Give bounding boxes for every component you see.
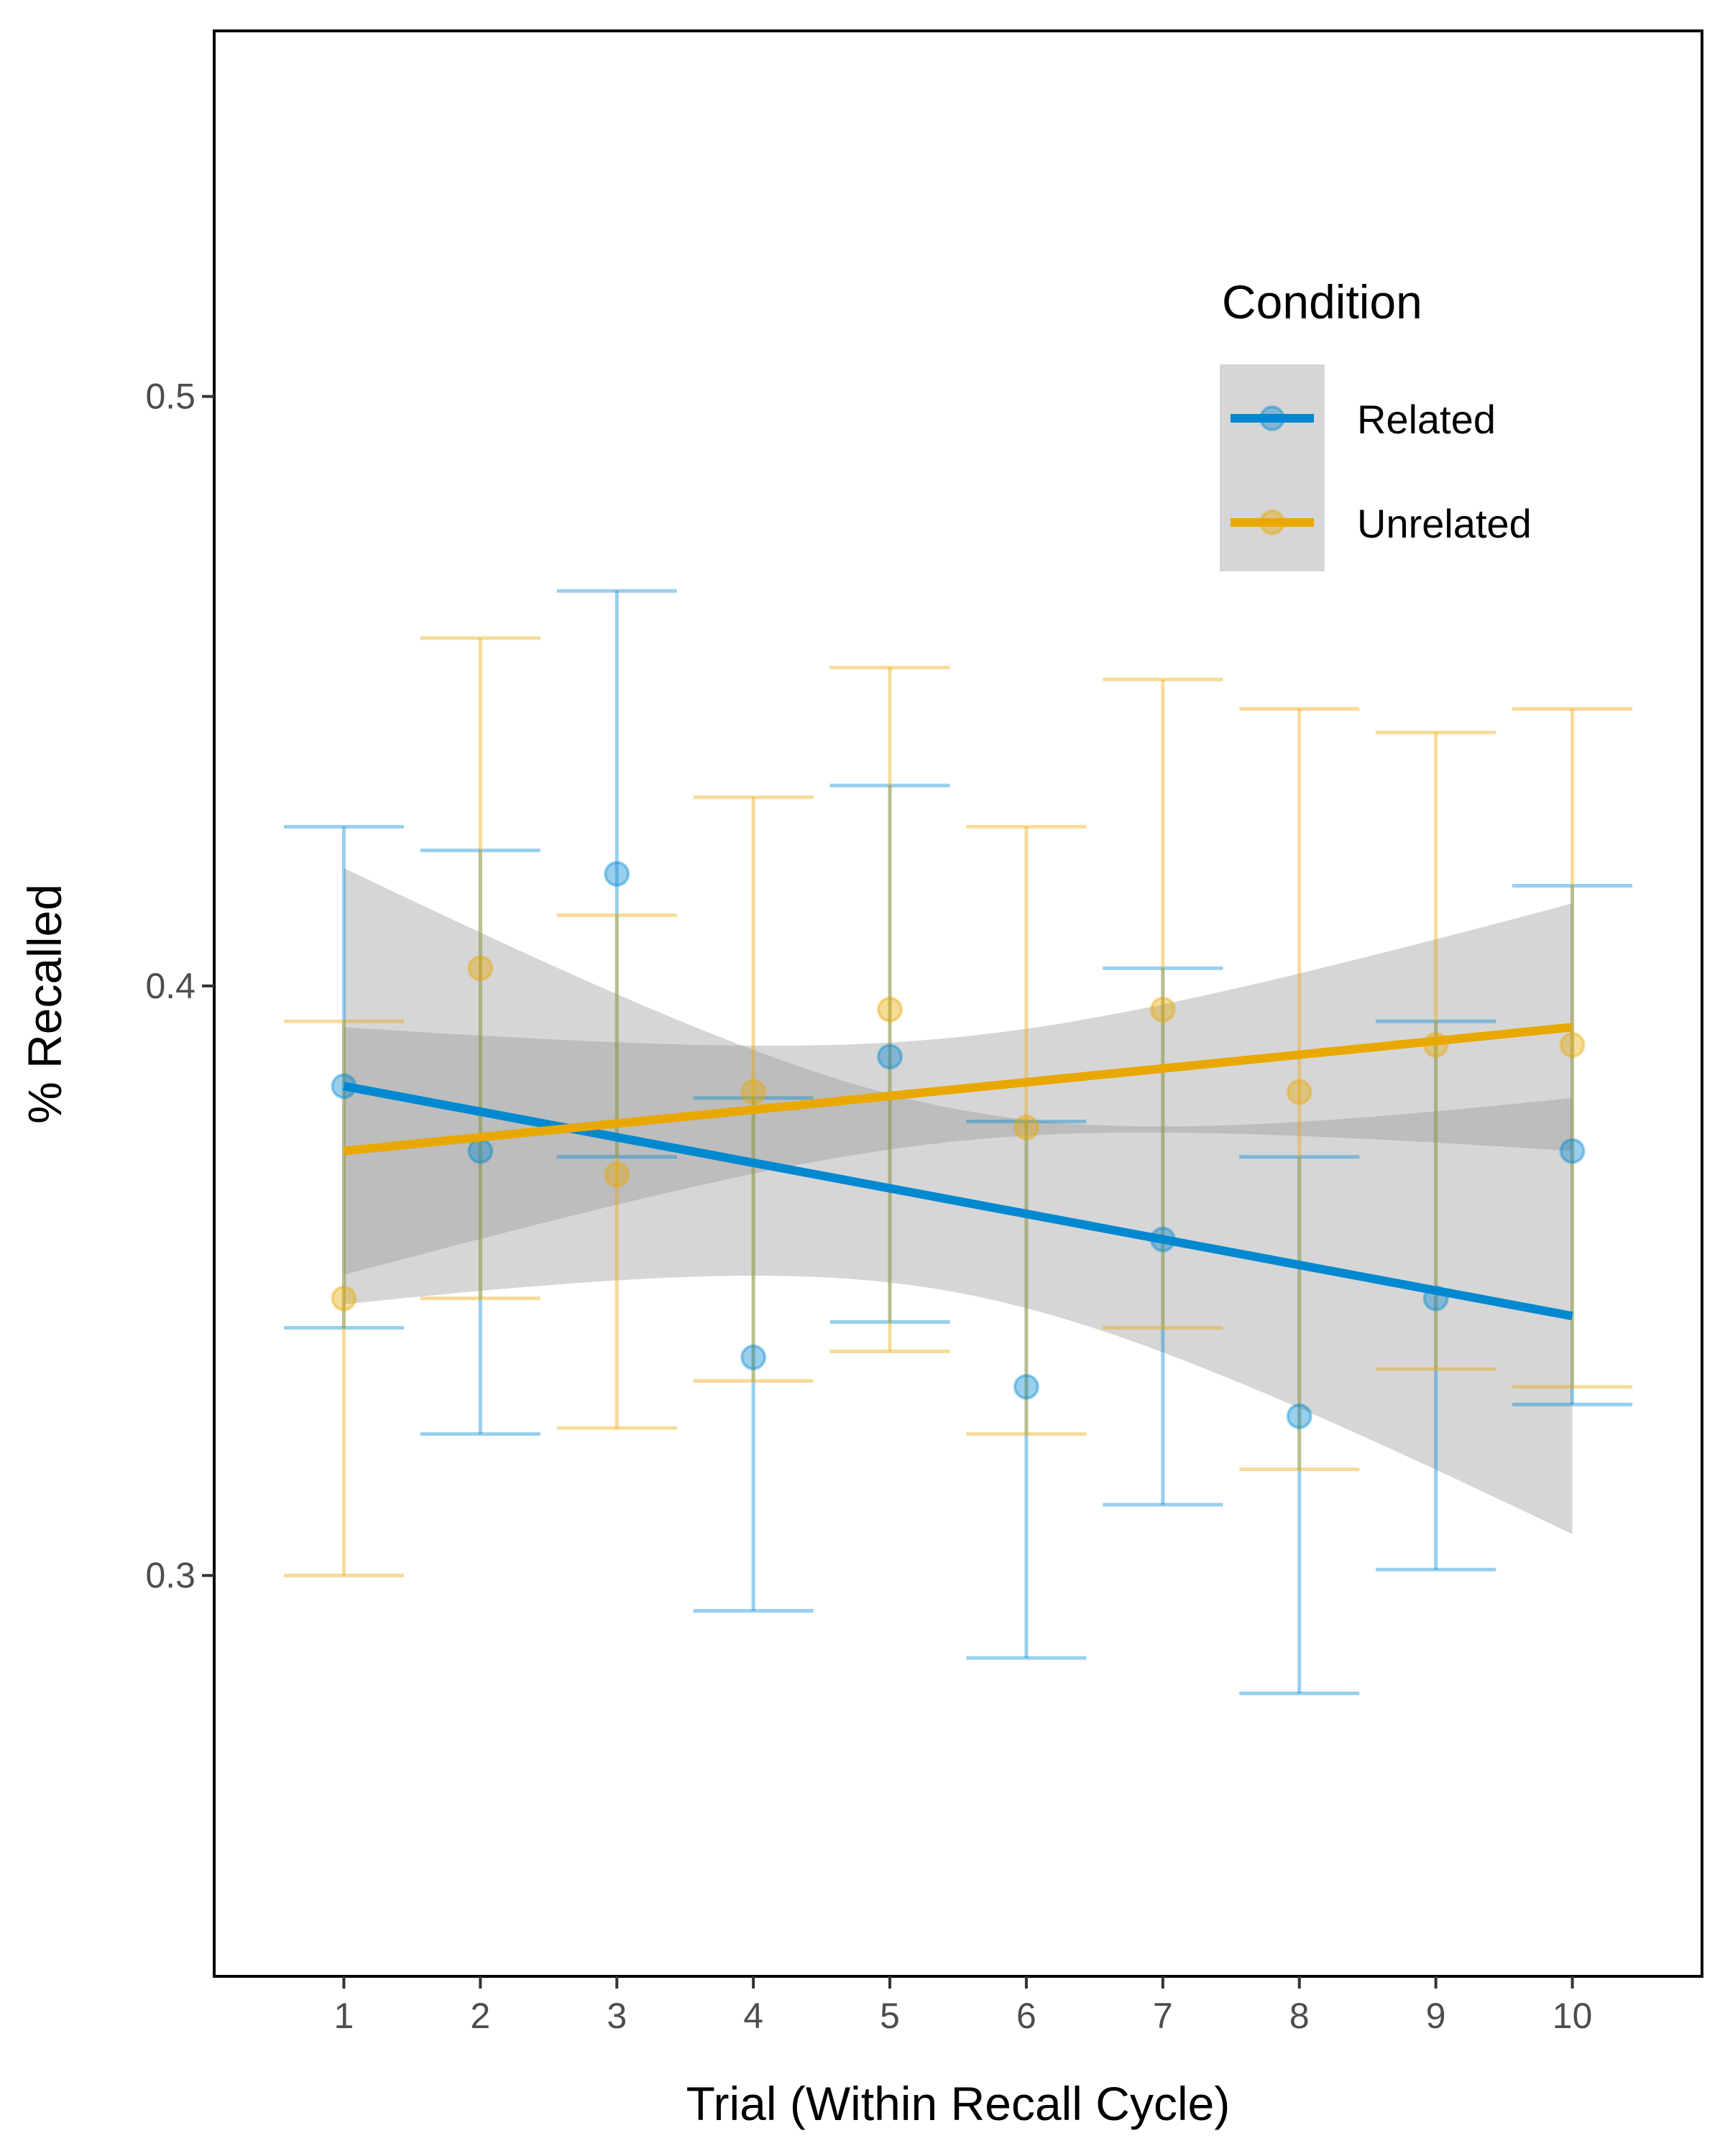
x-tick-label: 1: [334, 1996, 354, 2036]
data-point-unrelated: [1286, 1079, 1312, 1105]
x-axis: 1 2 3 4 5 6 7 8 9 10: [334, 1976, 1593, 2036]
data-point-related: [877, 1044, 903, 1070]
data-point-related: [1286, 1403, 1312, 1429]
data-point-related: [1559, 1138, 1586, 1164]
data-point-unrelated: [467, 955, 494, 982]
data-point-related: [740, 1344, 767, 1370]
x-tick-label: 10: [1552, 1996, 1593, 2036]
fit-lines: [343, 1023, 1573, 1321]
data-point-related: [467, 1138, 494, 1164]
error-bars: [283, 589, 1633, 1695]
legend: Condition Related Unrelated: [1220, 275, 1532, 571]
plot-panel: [213, 29, 1703, 1978]
y-tick-label: 0.4: [145, 966, 196, 1006]
legend-label-related: Related: [1357, 397, 1496, 442]
legend-title: Condition: [1222, 275, 1422, 328]
legend-key-point-unrelated: [1259, 510, 1285, 535]
legend-key-background: [1220, 364, 1325, 571]
x-axis-title: Trial (Within Recall Cycle): [686, 2077, 1230, 2130]
x-tick-label: 6: [1016, 1996, 1036, 2036]
y-tick-label: 0.5: [145, 377, 196, 417]
data-point-unrelated: [1013, 1114, 1039, 1141]
x-tick-label: 4: [743, 1996, 763, 2036]
fit-line-related: [343, 1082, 1573, 1321]
x-tick-label: 2: [470, 1996, 490, 2036]
y-axis-title: % Recalled: [18, 884, 71, 1124]
y-axis: 0.3 0.4 0.5: [145, 377, 214, 1595]
x-tick-label: 7: [1153, 1996, 1173, 2036]
data-point-unrelated: [877, 996, 903, 1023]
data-point-unrelated: [604, 1161, 630, 1188]
x-tick-label: 5: [880, 1996, 900, 2036]
data-point-related: [1013, 1373, 1039, 1400]
data-point-unrelated: [331, 1285, 357, 1312]
y-tick-label: 0.3: [145, 1555, 196, 1595]
x-tick-label: 3: [607, 1996, 627, 2036]
data-point-unrelated: [1149, 996, 1176, 1023]
legend-label-unrelated: Unrelated: [1357, 501, 1532, 546]
legend-key-point-related: [1259, 405, 1285, 431]
legend-keys: [1230, 405, 1314, 535]
data-point-related: [604, 861, 630, 888]
data-points: [331, 861, 1586, 1429]
x-tick-label: 9: [1426, 1996, 1446, 2036]
data-point-unrelated: [1559, 1031, 1586, 1058]
fit-line-unrelated: [343, 1023, 1573, 1156]
x-tick-label: 8: [1289, 1996, 1310, 2036]
data-point-unrelated: [740, 1079, 767, 1105]
